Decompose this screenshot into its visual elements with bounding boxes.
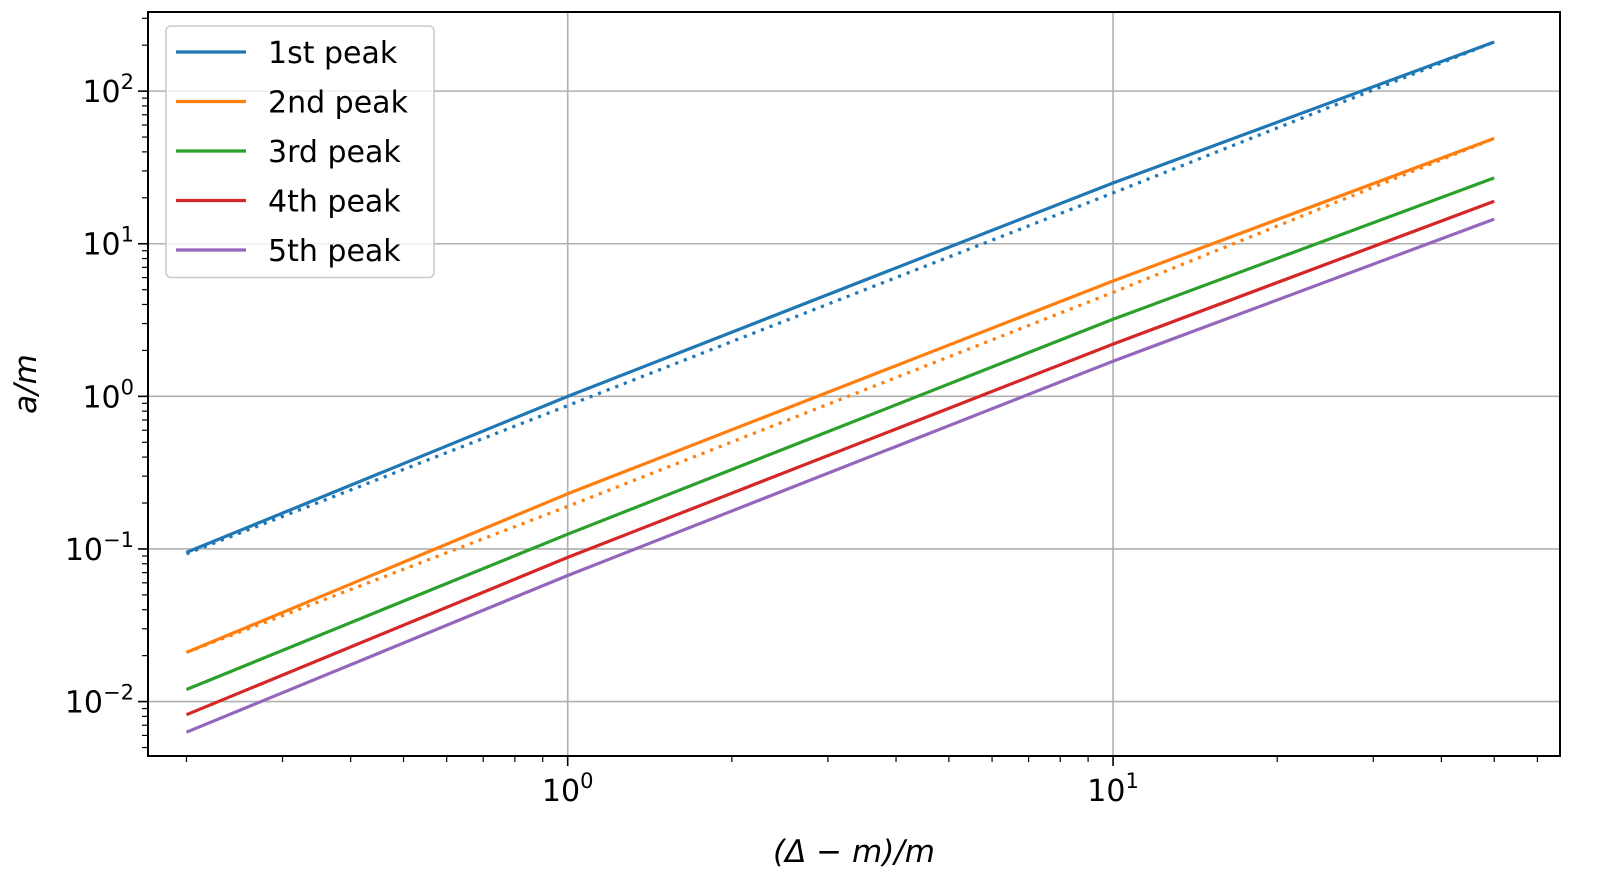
series-line-4 [185, 199, 1495, 717]
dotted-series-lines [185, 40, 1495, 654]
series-line-1 [185, 40, 1495, 554]
y-tick-label-0: 10−2 [65, 681, 134, 721]
legend-label-5: 5th peak [268, 234, 401, 269]
y-tick-label-1: 10−1 [65, 528, 134, 568]
y-tick-label-2: 100 [82, 375, 134, 415]
x-axis-label: (Δ − m)/m [773, 834, 935, 870]
legend-box [165, 25, 435, 279]
legend-label-1: 1st peak [268, 36, 398, 71]
tick-labels: 100 101 10−2 10−1 100 101 102 [65, 70, 1139, 809]
series-dotted-line-1 [185, 40, 1495, 556]
series-dotted-line-2 [185, 136, 1495, 654]
series-line-3 [185, 176, 1495, 691]
x-tick-label-1: 101 [1087, 769, 1139, 809]
y-axis-label: a/m [8, 354, 44, 414]
series-line-2 [185, 136, 1495, 654]
y-tick-label-3: 101 [82, 223, 134, 263]
series-line-5 [185, 217, 1495, 734]
axes-frame [147, 11, 1561, 757]
legend-label-2: 2nd peak [268, 86, 409, 121]
legend: 1st peak 2nd peak 3rd peak 4th peak 5th peak [165, 25, 435, 279]
y-tick-label-4: 102 [82, 70, 134, 110]
series-lines [185, 40, 1495, 734]
x-tick-label-0: 100 [542, 769, 594, 809]
ticks [138, 17, 1539, 766]
legend-label-4: 4th peak [268, 185, 401, 220]
legend-label-3: 3rd peak [268, 135, 401, 170]
